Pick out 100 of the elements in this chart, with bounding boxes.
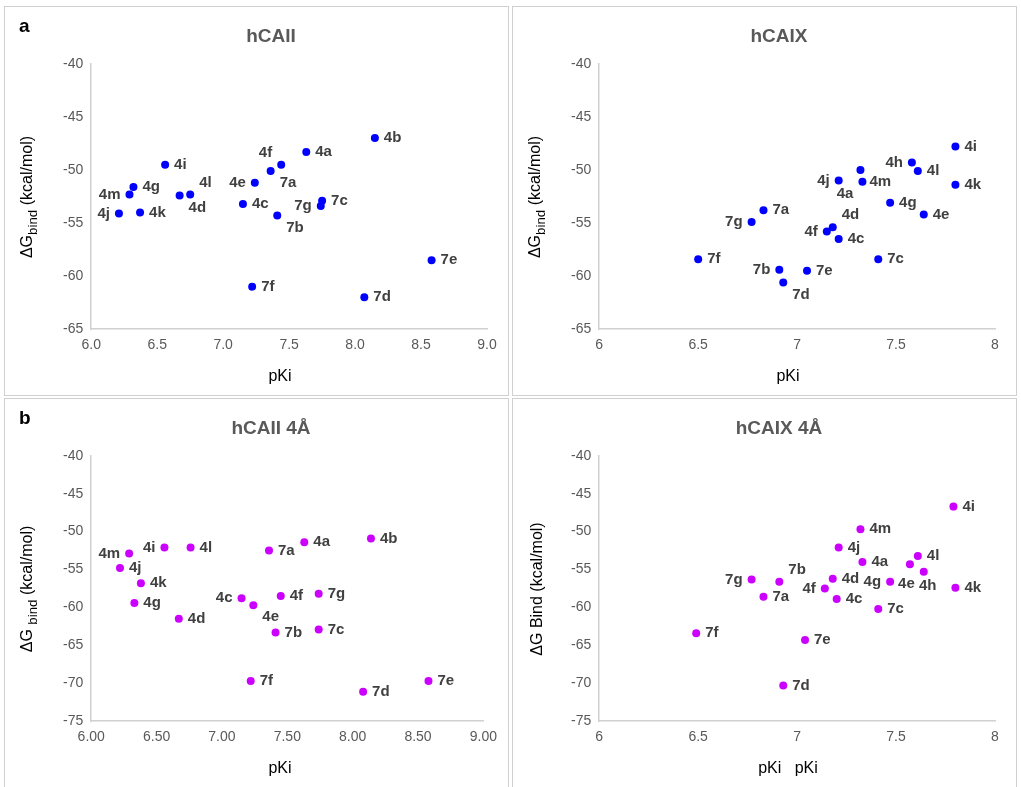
x-axis-title: pKi	[267, 759, 293, 777]
point	[129, 182, 138, 191]
annotation: 4i	[142, 537, 156, 555]
y-tick-label: -55	[571, 560, 592, 577]
point	[276, 592, 285, 601]
annotation: 4k	[149, 202, 167, 220]
point	[314, 625, 323, 634]
point	[366, 534, 375, 543]
x-axis-title: pKi	[267, 367, 293, 385]
x-tick-label: 6.50	[142, 728, 171, 745]
point	[692, 629, 701, 638]
annotation: 7e	[440, 250, 458, 268]
point	[125, 549, 134, 558]
point	[360, 293, 369, 302]
x-tick-label: 7	[793, 728, 802, 745]
point	[820, 584, 829, 593]
point	[424, 677, 433, 686]
annotation: 7g	[725, 212, 743, 230]
y-tick-label: -50	[571, 160, 592, 177]
annotation: 4i	[174, 154, 187, 172]
y-tick-label: -45	[571, 484, 592, 501]
annotation: 4a	[313, 532, 331, 550]
point	[919, 567, 928, 576]
annotation: 7f	[705, 623, 720, 641]
y-tick-label: -65	[63, 636, 84, 653]
annotation: 4b	[383, 128, 402, 146]
point	[115, 564, 124, 573]
point	[130, 598, 139, 607]
annotation: 4f	[804, 221, 819, 239]
x-tick-label: 7.00	[208, 728, 236, 745]
point	[302, 147, 311, 156]
y-tick-label: -60	[63, 266, 84, 283]
point	[858, 177, 867, 186]
y-tick-label: -55	[63, 213, 84, 230]
annotation: 7a	[772, 200, 790, 218]
y-tick-label: -50	[571, 522, 592, 539]
y-tick-label: -45	[63, 484, 84, 501]
point	[314, 589, 323, 598]
x-tick-label: 8	[991, 336, 1000, 353]
annotation: 7c	[887, 249, 904, 267]
point	[822, 227, 831, 236]
annotation: 4a	[836, 183, 855, 201]
x-tick-label: 6	[595, 728, 604, 745]
point	[114, 209, 123, 218]
point	[803, 266, 812, 275]
annotation: 4l	[926, 546, 940, 564]
annotation: 7d	[792, 284, 810, 302]
annotation: 7g	[725, 569, 743, 587]
annotation: 4f	[258, 142, 274, 160]
y-tick-label: -45	[63, 107, 84, 124]
x-axis-title: pKi pKi	[757, 759, 819, 777]
annotation: 7a	[279, 173, 297, 191]
annotation: 7e	[816, 260, 833, 278]
y-tick-label: -65	[63, 320, 84, 337]
y-tick-label: -45	[571, 107, 592, 124]
point	[801, 636, 810, 645]
point	[370, 134, 379, 143]
annotation: 4g	[863, 571, 882, 589]
annotation: 4f	[802, 578, 817, 596]
annotation: 7b	[752, 259, 771, 277]
x-tick-label: 9.0	[477, 336, 497, 353]
point	[919, 210, 928, 219]
point	[316, 202, 325, 211]
point	[951, 180, 960, 189]
x-tick-label: 6.5	[688, 728, 709, 745]
y-tick-label: -65	[571, 320, 592, 337]
annotation: 4m	[98, 184, 121, 202]
point	[834, 543, 843, 552]
annotation: 4d	[187, 608, 206, 626]
point	[186, 190, 195, 199]
point	[905, 560, 914, 569]
annotation: 4d	[188, 197, 207, 215]
point	[834, 234, 843, 243]
x-tick-label: 8.5	[411, 336, 431, 353]
point	[759, 206, 768, 215]
point	[246, 677, 255, 686]
point	[174, 614, 183, 623]
annotation: 4j	[97, 203, 110, 221]
y-axis-title: ΔG Bind (kcal/mol)	[528, 522, 546, 656]
x-tick-label: 6.5	[147, 336, 168, 353]
text: a	[19, 15, 30, 37]
y-tick-label: -40	[63, 54, 84, 71]
x-tick-label: 7.5	[886, 728, 906, 745]
annotation: 7c	[327, 619, 345, 637]
point	[856, 165, 865, 174]
x-tick-label: 7.5	[279, 336, 300, 353]
point	[856, 525, 865, 534]
annotation: 4e	[932, 204, 950, 222]
annotation: 7e	[437, 671, 455, 689]
y-tick-label: -40	[571, 54, 592, 71]
point	[300, 538, 309, 547]
x-tick-label: 8.00	[339, 728, 367, 745]
annotation: 4m	[869, 519, 892, 537]
annotation: 7g	[294, 196, 312, 214]
point	[273, 211, 282, 220]
point	[175, 191, 184, 200]
x-tick-label: 9.00	[469, 728, 498, 745]
annotation: 7d	[792, 675, 810, 693]
point	[160, 543, 169, 552]
annotation: 4m	[869, 172, 892, 190]
